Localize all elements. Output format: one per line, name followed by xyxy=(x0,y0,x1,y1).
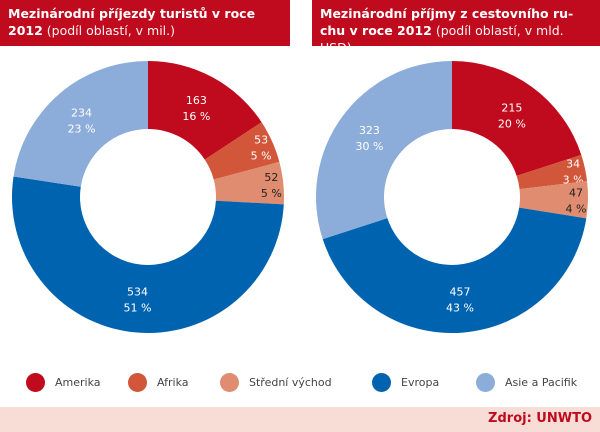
data-label-value: 534 xyxy=(127,285,148,298)
donut-slice-afrika xyxy=(516,154,588,190)
data-label-value: 53 xyxy=(254,133,268,146)
title-note: (podíl oblastí, v mil.) xyxy=(46,23,175,38)
donut-slice-asie-a-pacifik xyxy=(316,61,452,240)
chart-title-arrivals: Mezinárodní příjezdy turistů v roce 2012… xyxy=(0,0,290,46)
donut-slice-evropa xyxy=(11,176,284,334)
legend-item: Evropa xyxy=(372,373,439,392)
donut-slice-střední-východ xyxy=(213,161,284,205)
data-label-value: 234 xyxy=(71,107,92,120)
legend-swatch xyxy=(476,373,495,392)
legend-item: Afrika xyxy=(128,373,189,392)
legend-label: Střední východ xyxy=(249,376,332,389)
data-label-percent: 5 % xyxy=(261,187,282,200)
legend-label: Afrika xyxy=(157,376,189,389)
legend: Amerika Afrika Střední východ Evropa Asie a … xyxy=(0,373,600,393)
data-label-value: 47 xyxy=(569,187,583,200)
donut-slice-střední-východ xyxy=(519,181,589,219)
data-label-percent: 16 % xyxy=(182,110,210,123)
data-label-percent: 30 % xyxy=(355,140,383,153)
data-label-percent: 23 % xyxy=(68,123,96,136)
data-label-value: 457 xyxy=(450,286,471,299)
legend-item: Střední východ xyxy=(220,373,332,392)
legend-label: Evropa xyxy=(401,376,440,389)
legend-swatch xyxy=(128,373,147,392)
title-bold: Mezinárodní příjmy z cestovního ru-chu v… xyxy=(320,6,574,38)
legend-label: Asie a Pacifik xyxy=(505,376,578,389)
legend-swatch xyxy=(372,373,391,392)
data-label-value: 215 xyxy=(501,101,522,114)
data-label-percent: 43 % xyxy=(446,302,474,315)
data-label-percent: 51 % xyxy=(124,301,152,314)
data-label-percent: 20 % xyxy=(498,117,526,130)
donut-slice-evropa xyxy=(322,207,587,333)
legend-item: Asie a Pacifik xyxy=(476,373,577,392)
legend-item: Amerika xyxy=(26,373,101,392)
donut-slice-asie-a-pacifik xyxy=(13,61,149,187)
data-label-value: 34 xyxy=(566,157,580,170)
data-label-value: 52 xyxy=(264,171,278,184)
legend-swatch xyxy=(220,373,239,392)
data-label-percent: 5 % xyxy=(251,149,272,162)
title-note: (podíl oblastí, v mld. USD) xyxy=(320,23,564,55)
legend-label: Amerika xyxy=(55,376,101,389)
data-label-percent: 4 % xyxy=(565,203,586,216)
data-label-value: 323 xyxy=(359,124,380,137)
title-bold: Mezinárodní příjezdy turistů v roce 2012 xyxy=(8,6,256,38)
source-label: Zdroj: UNWTO xyxy=(488,411,592,426)
data-label-value: 163 xyxy=(186,94,207,107)
donut-slice-amerika xyxy=(452,61,582,176)
donut-slice-afrika xyxy=(204,122,280,180)
donut-charts: 163 16 % 53 5 % 52 5 % 534 51 % 234 23 % 215 20 % 34… xyxy=(11,61,589,334)
donut-slice-amerika xyxy=(148,61,262,160)
legend-swatch xyxy=(26,373,45,392)
chart-title-receipts: Mezinárodní příjmy z cestovního ru-chu v… xyxy=(312,0,600,55)
footer: Zdroj: UNWTO xyxy=(0,407,600,432)
